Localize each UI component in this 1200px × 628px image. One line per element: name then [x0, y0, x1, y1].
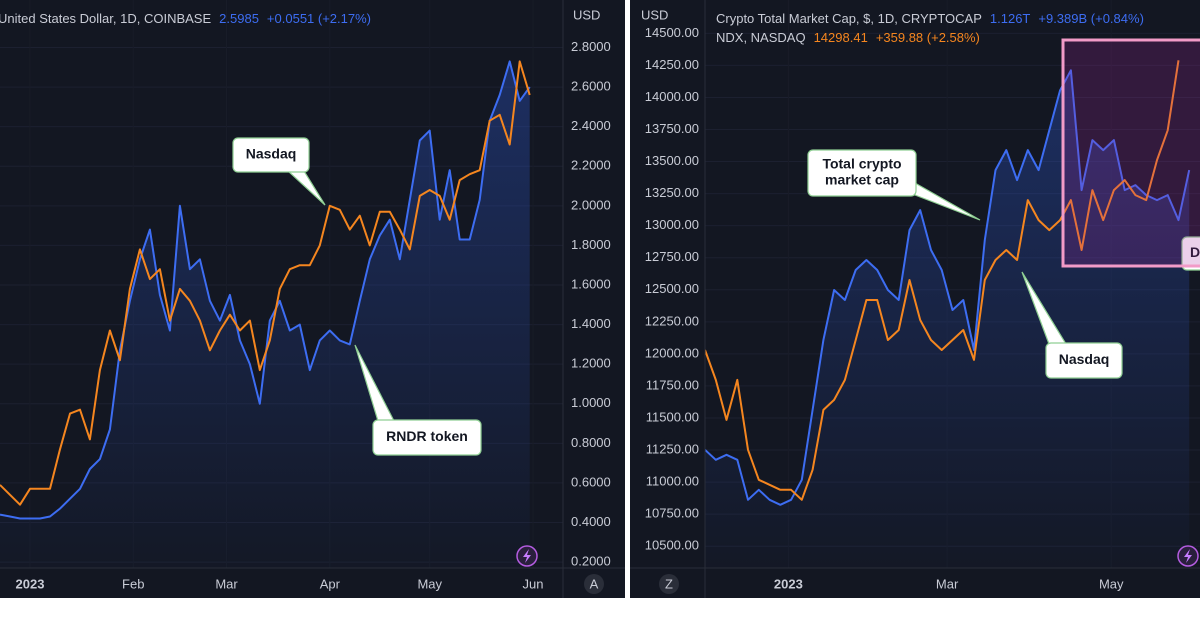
y-tick-label: 13500.00 — [645, 153, 699, 168]
lightning-icon[interactable] — [516, 545, 538, 567]
line — [705, 60, 1180, 501]
callout-text: Nasdaq — [246, 146, 297, 162]
legend-entry: Crypto Total Market Cap, $, 1D, CRYPTOCA… — [716, 11, 1144, 26]
y-tick-label: 2.6000 — [571, 79, 611, 94]
y-tick-label: 2.0000 — [571, 197, 611, 212]
line — [0, 60, 531, 506]
scale-button[interactable] — [584, 574, 604, 594]
y-tick-label: 12000.00 — [645, 345, 699, 360]
y-tick-label: 13750.00 — [645, 121, 699, 136]
legend-change: +9.389B (+0.84%) — [1038, 11, 1144, 26]
line — [705, 69, 1191, 506]
y-tick-label: 12250.00 — [645, 313, 699, 328]
y-tick-label: 10750.00 — [645, 506, 699, 521]
callout-box — [807, 149, 917, 197]
legend-name: Crypto Total Market Cap, $, 1D, CRYPTOCA… — [716, 11, 982, 26]
legend-entry: United States Dollar, 1D, COINBASE 2.5985… — [0, 11, 371, 26]
x-tick-label: 2023 — [16, 576, 45, 591]
legend-entry: NDX, NASDAQ 14298.41 +359.88 (+2.58%) — [716, 30, 980, 45]
x-tick-label: 2023 — [774, 576, 803, 591]
y-tick-label: 1.8000 — [571, 237, 611, 252]
y-tick-label: 12500.00 — [645, 281, 699, 296]
legend-value: 2.5985 — [219, 11, 259, 26]
y-tick-label: 11000.00 — [646, 474, 699, 489]
left-chart: 0.2000 0.4000 0.6000 0.8000 1.0000 1.2000 1.40… — [0, 0, 611, 594]
axis-unit: USD — [641, 7, 668, 22]
callout-box — [1045, 342, 1123, 379]
y-tick-label: 11250.00 — [646, 441, 699, 456]
y-tick-label: 0.6000 — [571, 474, 611, 489]
x-tick-label: Mar — [936, 576, 959, 591]
y-tick-label: 14250.00 — [645, 57, 699, 72]
y-tick-label: 11750.00 — [646, 377, 699, 392]
right-chart: 10500.00 10750.00 11000.00 11250.00 11500.00… — [641, 0, 1200, 594]
y-tick-label: 1.0000 — [571, 395, 611, 410]
callout-box — [372, 419, 482, 456]
y-tick-label: 12750.00 — [645, 249, 699, 264]
callout-box — [232, 137, 310, 173]
area — [705, 70, 1190, 568]
line — [0, 60, 531, 520]
y-tick-label: 14000.00 — [645, 89, 699, 104]
y-tick-label: 2.4000 — [571, 118, 611, 133]
scale-button-label[interactable]: Z — [665, 576, 673, 591]
legend-value: 14298.41 — [814, 30, 868, 45]
y-tick-label: 0.8000 — [571, 435, 611, 450]
x-tick-label: Feb — [122, 576, 144, 591]
legend-change: +0.0551 (+2.17%) — [267, 11, 371, 26]
y-tick-label: 10500.00 — [645, 538, 699, 553]
lightning-icon[interactable] — [1177, 545, 1199, 567]
x-tick-label: May — [1099, 576, 1124, 591]
callout-text: RNDR token — [386, 428, 468, 444]
scale-button[interactable] — [659, 574, 679, 594]
callout-text: Total crypto — [822, 156, 901, 172]
y-tick-label: 0.2000 — [571, 554, 611, 569]
y-tick-label: 1.4000 — [571, 316, 611, 331]
callout-text: D — [1190, 244, 1200, 260]
y-tick-label: 1.2000 — [571, 356, 611, 371]
legend-name: United States Dollar, 1D, COINBASE — [0, 11, 211, 26]
x-tick-label: Jun — [523, 576, 544, 591]
y-tick-label: 13000.00 — [645, 217, 699, 232]
x-tick-label: Mar — [215, 576, 238, 591]
callout-text: market cap — [825, 172, 899, 188]
y-tick-label: 2.2000 — [571, 158, 611, 173]
y-tick-label: 0.4000 — [571, 514, 611, 529]
callout-text: Nasdaq — [1059, 351, 1110, 367]
y-tick-label: 14500.00 — [645, 25, 699, 40]
y-tick-label: 2.8000 — [571, 39, 611, 54]
scale-button-label[interactable]: A — [590, 576, 599, 591]
y-tick-label: 13250.00 — [645, 185, 699, 200]
legend-value: 1.126T — [990, 11, 1031, 26]
y-tick-label: 11500.00 — [646, 409, 699, 424]
highlight-box — [1061, 38, 1200, 268]
y-tick-label: 1.6000 — [571, 276, 611, 291]
legend-name: NDX, NASDAQ — [716, 30, 806, 45]
x-tick-label: Apr — [320, 576, 341, 591]
legend-change: +359.88 (+2.58%) — [876, 30, 980, 45]
x-tick-label: May — [417, 576, 442, 591]
axis-unit: USD — [573, 7, 600, 22]
callout-box — [1181, 236, 1200, 271]
